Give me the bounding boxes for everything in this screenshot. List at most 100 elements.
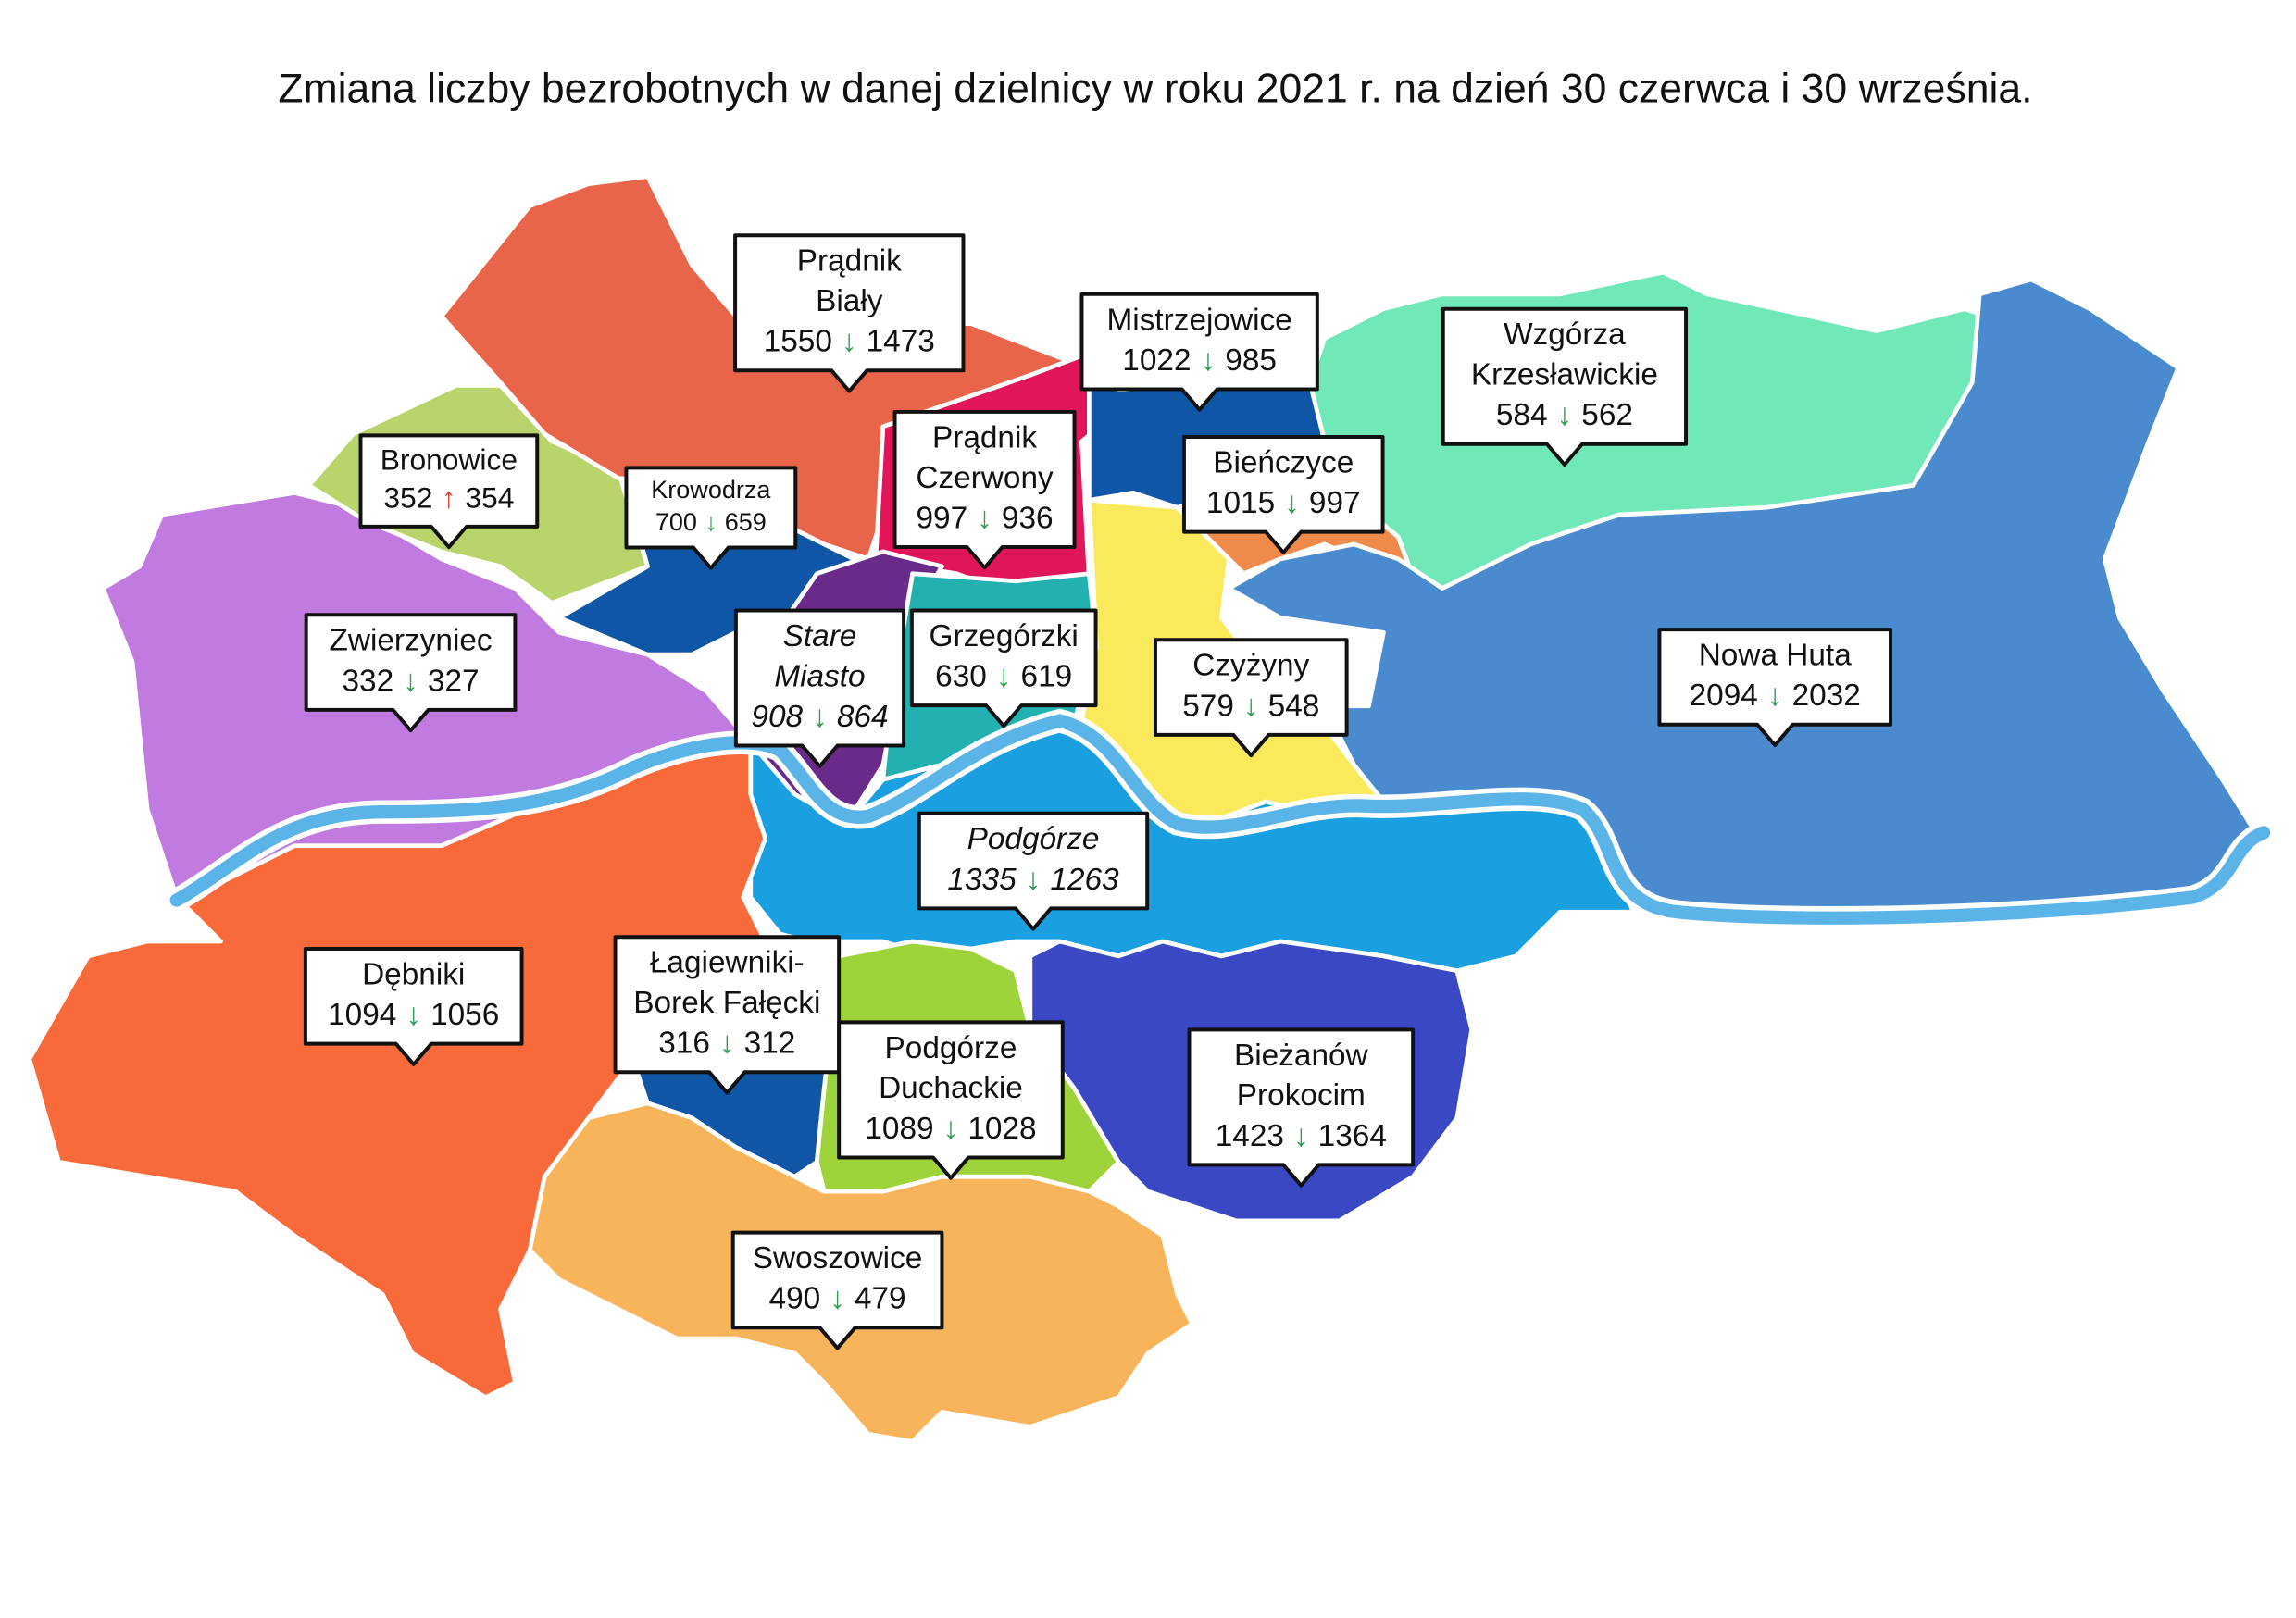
district-name: Podgórze — [967, 822, 1100, 856]
district-values: 584 ↓ 562 — [1496, 398, 1633, 432]
district-values: 490 ↓ 479 — [769, 1281, 906, 1315]
map-title: Zmiana liczby bezrobotnych w danej dziel… — [278, 66, 2032, 111]
district-name: Nowa Huta — [1699, 639, 1853, 673]
district-name: Biały — [816, 284, 883, 318]
district-name: Prądnik — [932, 420, 1037, 454]
district-values: 1335 ↓ 1263 — [947, 863, 1119, 897]
district-name: Czyżyny — [1192, 649, 1309, 683]
district-values: 2094 ↓ 2032 — [1690, 678, 1861, 713]
trend-arrow: ↓ — [996, 659, 1012, 693]
value-september: 864 — [837, 700, 889, 734]
label-box — [304, 613, 518, 733]
district-values: 1015 ↓ 997 — [1206, 486, 1361, 520]
trend-arrow: ↓ — [977, 501, 992, 535]
district-values: 579 ↓ 548 — [1182, 689, 1319, 723]
district-name: Stare — [783, 619, 857, 653]
label-box — [837, 1020, 1065, 1180]
trend-arrow: ↓ — [1767, 678, 1783, 713]
district-name: Krowodrza — [651, 476, 771, 504]
district-name: Bieżanów — [1234, 1039, 1369, 1073]
value-june: 1335 — [947, 863, 1017, 897]
trend-arrow: ↓ — [842, 324, 857, 358]
value-september: 354 — [465, 481, 514, 515]
value-september: 327 — [428, 664, 480, 698]
trend-arrow: ↓ — [403, 664, 418, 698]
district-name: Bieńczyce — [1213, 445, 1354, 479]
value-june: 630 — [935, 659, 987, 693]
district-name: Prądnik — [797, 244, 902, 279]
district-name: Borek Fałęcki — [633, 986, 820, 1020]
trend-arrow: ↓ — [719, 1026, 735, 1060]
trend-arrow: ↓ — [406, 998, 421, 1032]
district-name: Swoszowice — [753, 1241, 923, 1276]
value-june: 1015 — [1206, 486, 1275, 520]
value-september: 1028 — [967, 1112, 1036, 1146]
district-values: 1094 ↓ 1056 — [328, 998, 499, 1032]
trend-arrow: ↓ — [812, 700, 828, 734]
value-september: 312 — [744, 1026, 796, 1060]
label-box — [1079, 292, 1319, 412]
label-box — [917, 811, 1150, 931]
value-september: 1056 — [430, 998, 499, 1032]
district-name: Krzesławickie — [1471, 358, 1658, 392]
trend-arrow: ↓ — [1201, 343, 1217, 378]
label-box — [909, 608, 1098, 728]
label-box — [303, 946, 524, 1066]
label-box — [892, 409, 1077, 570]
value-june: 1550 — [764, 324, 832, 358]
value-september: 2032 — [1792, 678, 1861, 713]
trend-arrow: ↓ — [1284, 486, 1300, 520]
district-values: 908 ↓ 864 — [751, 700, 888, 734]
label-box — [1181, 434, 1385, 554]
value-september: 936 — [1002, 501, 1054, 535]
value-june: 1022 — [1122, 343, 1191, 378]
value-june: 2094 — [1690, 678, 1758, 713]
value-september: 1263 — [1050, 863, 1119, 897]
value-june: 332 — [342, 664, 393, 698]
value-june: 352 — [383, 481, 432, 515]
district-name: Czerwony — [916, 461, 1054, 495]
district-name: Dębniki — [362, 957, 465, 991]
label-box — [1441, 306, 1689, 467]
district-values: 1022 ↓ 985 — [1122, 343, 1277, 378]
trend-arrow: ↓ — [1293, 1119, 1309, 1153]
district-values: 1089 ↓ 1028 — [865, 1112, 1036, 1146]
value-june: 584 — [1496, 398, 1548, 432]
district-name: Miasto — [774, 659, 865, 693]
trend-arrow: ↑ — [442, 481, 456, 515]
label-box — [358, 433, 540, 550]
value-september: 659 — [725, 508, 767, 536]
label-box — [1153, 638, 1349, 758]
label-box — [613, 935, 842, 1095]
value-september: 997 — [1309, 486, 1361, 520]
label-box — [1187, 1027, 1416, 1188]
district-name: Wzgórza — [1504, 317, 1626, 352]
district-values: 1550 ↓ 1473 — [764, 324, 935, 358]
district-name: Łagiewniki- — [650, 946, 805, 980]
district-values: 700 ↓ 659 — [655, 508, 767, 536]
value-september: 548 — [1268, 689, 1320, 723]
value-june: 908 — [751, 700, 803, 734]
label-box — [1657, 628, 1893, 748]
trend-arrow: ↓ — [830, 1281, 845, 1315]
value-june: 579 — [1182, 689, 1234, 723]
district-name: Duchackie — [879, 1071, 1023, 1105]
district-name: Podgórze — [885, 1031, 1017, 1065]
district-name: Mistrzejowice — [1107, 303, 1292, 337]
river — [169, 714, 2271, 925]
trend-arrow: ↓ — [943, 1112, 959, 1146]
trend-arrow: ↓ — [1026, 863, 1042, 897]
trend-arrow: ↓ — [1557, 398, 1573, 432]
value-june: 997 — [916, 501, 967, 535]
trend-arrow: ↓ — [1243, 689, 1259, 723]
district-name: Prokocim — [1237, 1078, 1366, 1113]
value-june: 1089 — [865, 1112, 933, 1146]
district-values: 997 ↓ 936 — [916, 501, 1053, 535]
district-values: 352 ↑ 354 — [383, 481, 514, 515]
label-box — [733, 233, 966, 393]
trend-arrow: ↓ — [705, 508, 718, 536]
value-september: 479 — [855, 1281, 906, 1315]
